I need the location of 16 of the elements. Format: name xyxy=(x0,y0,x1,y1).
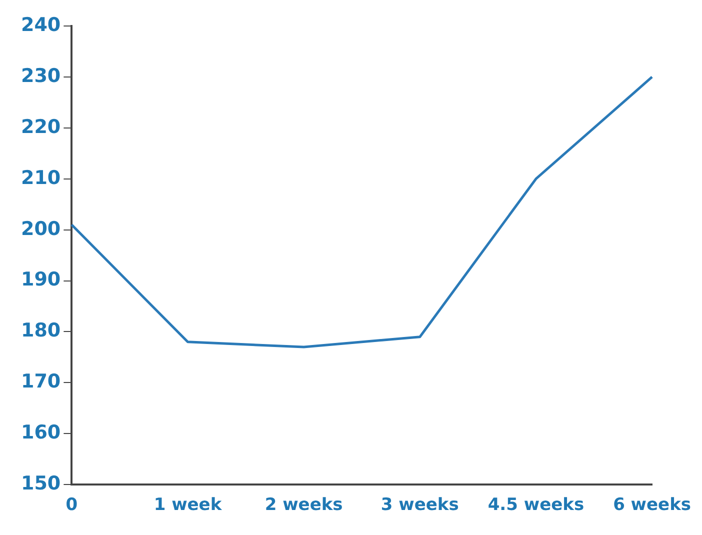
x-tick-label: 3 weeks xyxy=(380,495,459,516)
y-tick-label: 200 xyxy=(20,218,61,240)
y-tick-label: 150 xyxy=(20,472,61,495)
y-tick-label: 220 xyxy=(20,116,61,138)
y-tick-label: 180 xyxy=(20,320,61,342)
x-tick-label: 6 weeks xyxy=(613,495,691,516)
y-tick-label: 190 xyxy=(20,268,61,291)
x-tick-label: 4.5 weeks xyxy=(488,495,584,516)
y-tick-label: 240 xyxy=(20,14,61,36)
y-tick-label: 170 xyxy=(20,370,61,393)
x-tick-label: 2 weeks xyxy=(264,495,343,516)
y-tick-label: 230 xyxy=(20,64,61,87)
x-tick-label: 1 week xyxy=(154,495,222,516)
x-tick-label: 0 xyxy=(66,495,78,516)
y-tick-label: 210 xyxy=(20,166,61,189)
y-tick-label: 160 xyxy=(20,422,61,444)
